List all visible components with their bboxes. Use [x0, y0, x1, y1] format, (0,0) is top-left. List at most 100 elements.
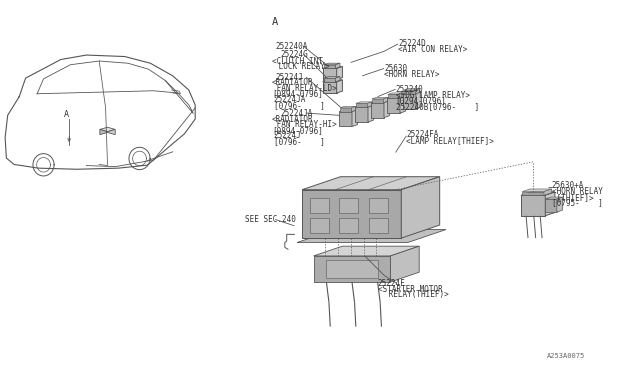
- Text: 252240B[0796-    ]: 252240B[0796- ]: [396, 102, 479, 111]
- Polygon shape: [522, 192, 544, 195]
- Polygon shape: [399, 93, 404, 98]
- Polygon shape: [557, 197, 563, 212]
- Polygon shape: [401, 177, 440, 238]
- Text: [THIEF]>: [THIEF]>: [552, 193, 593, 202]
- Polygon shape: [100, 127, 115, 132]
- Text: <CLUTCH INT: <CLUTCH INT: [272, 57, 323, 65]
- Polygon shape: [324, 78, 335, 82]
- Polygon shape: [323, 67, 342, 68]
- Polygon shape: [337, 67, 342, 80]
- Text: <AIR CON RELAY>: <AIR CON RELAY>: [398, 45, 467, 54]
- Polygon shape: [522, 189, 552, 192]
- Polygon shape: [371, 103, 384, 118]
- Polygon shape: [521, 195, 545, 216]
- Polygon shape: [545, 197, 563, 199]
- Text: <STARTER MOTOR: <STARTER MOTOR: [378, 285, 442, 294]
- Polygon shape: [108, 129, 115, 135]
- Polygon shape: [387, 98, 400, 113]
- Polygon shape: [340, 108, 351, 112]
- Polygon shape: [337, 80, 342, 93]
- Polygon shape: [521, 192, 555, 195]
- Polygon shape: [339, 112, 352, 126]
- Polygon shape: [404, 90, 415, 94]
- Text: 25224J: 25224J: [275, 73, 303, 81]
- Polygon shape: [371, 101, 389, 103]
- Polygon shape: [314, 246, 419, 256]
- Text: 25224JA: 25224JA: [274, 95, 307, 104]
- Text: 25630: 25630: [384, 64, 407, 73]
- Polygon shape: [384, 101, 389, 118]
- Polygon shape: [390, 246, 419, 282]
- Text: 25224FA: 25224FA: [406, 130, 439, 139]
- Polygon shape: [403, 92, 421, 94]
- Text: [0796-    ]: [0796- ]: [274, 137, 324, 146]
- Polygon shape: [383, 97, 388, 103]
- Polygon shape: [324, 65, 335, 68]
- Text: [0294-0796]: [0294-0796]: [396, 96, 446, 105]
- Polygon shape: [545, 192, 555, 216]
- Polygon shape: [369, 218, 388, 232]
- Text: 25224D: 25224D: [398, 39, 426, 48]
- Polygon shape: [388, 94, 399, 98]
- Text: A: A: [272, 17, 278, 27]
- Text: <RADIATOR: <RADIATOR: [272, 78, 314, 87]
- Text: 252240A: 252240A: [275, 42, 308, 51]
- Polygon shape: [369, 198, 388, 213]
- Text: LOCK RELAY>: LOCK RELAY>: [274, 62, 330, 71]
- Polygon shape: [356, 102, 372, 103]
- Polygon shape: [302, 177, 440, 190]
- Polygon shape: [400, 96, 405, 113]
- Polygon shape: [326, 260, 378, 278]
- Text: 25630+A: 25630+A: [552, 181, 584, 190]
- Polygon shape: [356, 103, 367, 107]
- Polygon shape: [314, 256, 390, 282]
- Polygon shape: [351, 106, 356, 112]
- Text: RELAY(THIEF)>: RELAY(THIEF)>: [384, 291, 449, 299]
- Text: [0795-    ]: [0795- ]: [552, 199, 602, 208]
- Text: 25224F: 25224F: [378, 279, 405, 288]
- Text: [0894-0796]: [0894-0796]: [272, 90, 323, 99]
- Polygon shape: [339, 218, 358, 232]
- Text: 25224G: 25224G: [280, 50, 308, 59]
- Polygon shape: [335, 77, 340, 82]
- Polygon shape: [339, 198, 358, 213]
- Polygon shape: [310, 198, 329, 213]
- Text: <LAMP RELAY[THIEF]>: <LAMP RELAY[THIEF]>: [406, 136, 494, 145]
- Polygon shape: [387, 96, 405, 98]
- Polygon shape: [297, 230, 446, 243]
- Polygon shape: [340, 106, 356, 108]
- Polygon shape: [323, 80, 342, 82]
- Text: 252240: 252240: [396, 85, 423, 94]
- Polygon shape: [544, 189, 552, 195]
- Polygon shape: [323, 82, 337, 93]
- Polygon shape: [352, 110, 357, 126]
- Polygon shape: [310, 218, 329, 232]
- Text: [0894-0796]: [0894-0796]: [272, 126, 323, 135]
- Text: <HORN RELAY: <HORN RELAY: [552, 187, 602, 196]
- Polygon shape: [372, 97, 388, 99]
- Polygon shape: [372, 99, 383, 103]
- Polygon shape: [324, 63, 340, 65]
- Polygon shape: [100, 129, 108, 135]
- Polygon shape: [302, 190, 401, 238]
- Polygon shape: [545, 199, 557, 212]
- Polygon shape: [415, 89, 420, 94]
- Polygon shape: [335, 63, 340, 68]
- Polygon shape: [339, 110, 357, 112]
- Text: [0796-    ]: [0796- ]: [274, 101, 324, 110]
- Polygon shape: [355, 105, 373, 107]
- Polygon shape: [323, 68, 337, 80]
- Polygon shape: [367, 102, 372, 107]
- Polygon shape: [368, 105, 373, 122]
- Text: 25224J: 25224J: [274, 131, 301, 140]
- Text: A: A: [64, 110, 69, 119]
- Text: FAN RELAY-LD>: FAN RELAY-LD>: [272, 84, 337, 93]
- Polygon shape: [388, 93, 404, 94]
- Text: 25224JA: 25224JA: [280, 109, 313, 118]
- Polygon shape: [355, 107, 368, 122]
- Text: SEE SEC.240: SEE SEC.240: [245, 215, 296, 224]
- Text: A253A0075: A253A0075: [547, 353, 586, 359]
- Polygon shape: [403, 94, 416, 109]
- Text: <HORN RELAY>: <HORN RELAY>: [384, 70, 440, 79]
- Text: <RADIATOR: <RADIATOR: [272, 115, 314, 124]
